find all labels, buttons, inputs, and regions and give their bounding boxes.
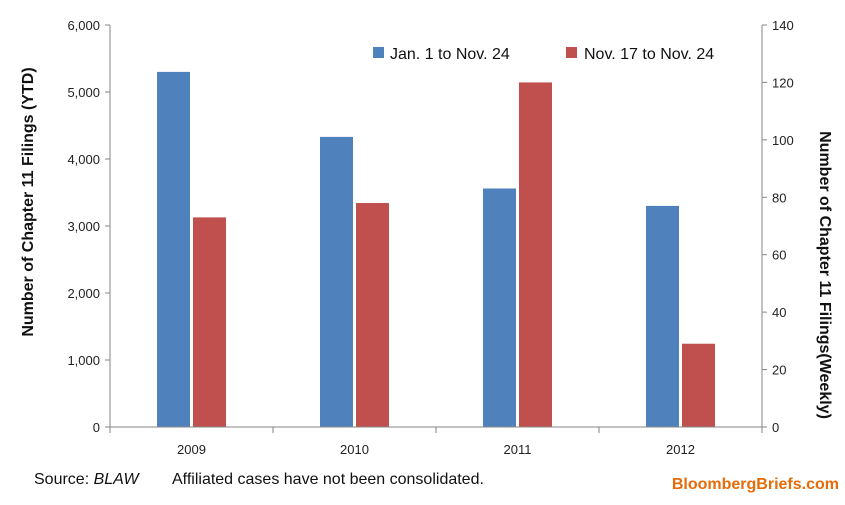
left-axis: 0 1,000 2,000 3,000 4,000 5,000 6,000	[67, 18, 111, 435]
right-axis: 0 20 40 60 80 100 120 140	[761, 18, 794, 435]
left-tick-label: 1,000	[67, 353, 100, 368]
y-axis-title-left: Number of Chapter 11 Filings (YTD)	[20, 67, 37, 336]
legend-swatch-weekly	[566, 47, 577, 58]
right-tick-label: 100	[772, 133, 794, 148]
left-tick-label: 0	[93, 420, 100, 435]
left-tick-label: 3,000	[67, 219, 100, 234]
legend: Jan. 1 to Nov. 24 Nov. 17 to Nov. 24	[373, 46, 714, 63]
bar-weekly-2010	[356, 203, 389, 427]
bar-ytd-2009	[157, 71, 190, 428]
right-tick-label: 20	[772, 363, 786, 378]
left-tick-label: 4,000	[67, 152, 100, 167]
footnote: Affiliated cases have not been consolida…	[172, 471, 484, 488]
bar-weekly-2012	[682, 343, 715, 427]
left-tick-label: 5,000	[67, 85, 100, 100]
bar-weekly-2009	[193, 217, 226, 427]
plot-area	[157, 71, 715, 428]
left-tick-label: 6,000	[67, 18, 100, 33]
brand-logo-text: BloombergBriefs.com	[671, 476, 839, 493]
x-axis: 2009 2010 2011 2012	[109, 426, 763, 457]
legend-swatch-ytd	[373, 47, 384, 58]
right-tick-label: 60	[772, 248, 786, 263]
legend-label-ytd: Jan. 1 to Nov. 24	[390, 46, 510, 63]
bar-ytd-2012	[646, 205, 679, 427]
source-label: Source:	[34, 471, 94, 488]
source-name: BLAW	[93, 471, 139, 488]
right-tick-label: 40	[772, 305, 786, 320]
x-tick-label: 2010	[340, 442, 369, 457]
right-tick-label: 140	[772, 18, 794, 33]
right-tick-label: 0	[772, 420, 779, 435]
source-note: Source: BLAW	[34, 471, 139, 489]
bar-weekly-2011	[519, 82, 552, 427]
x-tick-label: 2012	[666, 442, 695, 457]
left-tick-label: 2,000	[67, 286, 100, 301]
legend-label-weekly: Nov. 17 to Nov. 24	[584, 46, 714, 63]
bar-ytd-2011	[483, 188, 516, 427]
x-tick-label: 2011	[504, 442, 532, 457]
right-tick-label: 80	[772, 190, 786, 205]
y-axis-title-right: Number of Chapter 11 Filings(Weekly)	[816, 131, 833, 419]
chart: 0 1,000 2,000 3,000 4,000 5,000 6,000 0 20 40 60 8…	[20, 18, 833, 457]
x-tick-label: 2009	[177, 442, 206, 457]
right-tick-label: 120	[772, 75, 794, 90]
bar-ytd-2010	[320, 136, 353, 427]
